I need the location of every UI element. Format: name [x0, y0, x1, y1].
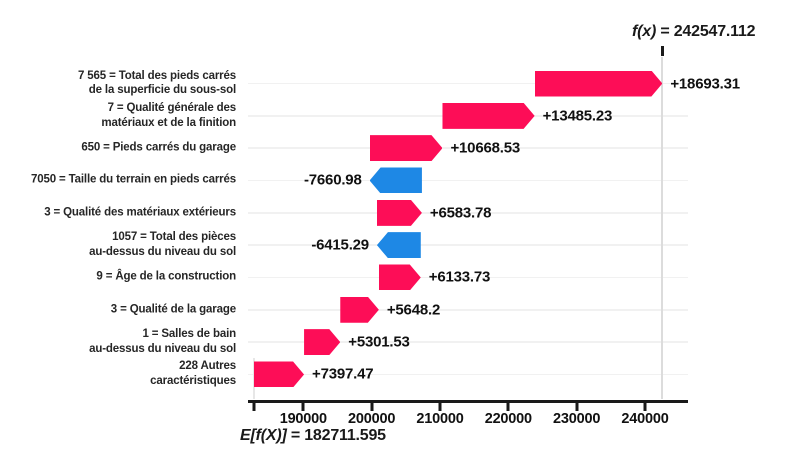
- shap-bar: [254, 361, 305, 387]
- row-gridline: [248, 341, 688, 343]
- feature-label-line: 1057 = Total des pièces: [112, 231, 236, 244]
- shap-bar: [304, 329, 340, 355]
- feature-label-line: 650 = Pieds carrés du garage: [81, 141, 236, 154]
- fx-value-label: f(x) = 242547.112: [632, 23, 756, 41]
- x-tick-base: [252, 403, 255, 411]
- shap-bar: [379, 264, 421, 290]
- feature-label: 9 = Âge de la construction: [0, 270, 236, 285]
- row-gridline: [248, 212, 688, 214]
- row-gridline: [248, 373, 688, 376]
- feature-label-line: 7050 = Taille du terrain en pieds carrés: [30, 174, 236, 187]
- row-gridline: [248, 309, 688, 311]
- x-tick: [575, 403, 579, 411]
- feature-label-line: 3 = Qualité de la garage: [110, 303, 236, 316]
- feature-label: 650 = Pieds carrés du garage: [0, 141, 236, 156]
- feature-label: 1 = Salles de bain au-dessus du niveau du…: [0, 327, 236, 357]
- x-tick-label: 210000: [416, 411, 464, 427]
- expected-value-label: E[f(X)] = 182711.595: [240, 427, 386, 445]
- shap-value-label: +7397.47: [312, 365, 374, 383]
- shap-bar: [377, 200, 422, 226]
- x-axis: [248, 400, 688, 403]
- feature-label: 7 = Qualité générale des matériaux et de …: [0, 101, 236, 131]
- x-tick: [506, 403, 510, 411]
- expected-label-value: = 182711.595: [286, 427, 386, 444]
- row-gridline: [248, 179, 688, 182]
- row-gridline: [248, 147, 688, 149]
- fx-label-prefix: f(x): [632, 23, 657, 40]
- feature-label: 7050 = Taille du terrain en pieds carrés: [0, 173, 236, 188]
- x-tick-label: 240000: [621, 411, 669, 427]
- x-tick: [438, 403, 442, 411]
- x-tick-label: 230000: [553, 411, 601, 427]
- x-tick: [370, 403, 374, 411]
- shap-value-label: -6415.29: [311, 236, 369, 254]
- shap-value-label: +5301.53: [348, 333, 410, 351]
- fx-label-value: = 242547.112: [656, 23, 756, 40]
- shap-value-label: -7660.98: [303, 171, 362, 189]
- x-tick-label: 190000: [279, 411, 327, 427]
- feature-label: 1057 = Total des pièces au-dessus du nive…: [0, 230, 236, 260]
- feature-label-line: 1 = Salles de bain: [142, 328, 236, 341]
- feature-label-line: 228 Autres: [179, 360, 236, 373]
- shap-value-label: +6583.78: [429, 204, 492, 222]
- shap-value-label: +13485.23: [542, 107, 613, 125]
- shap-value-label: +6133.73: [428, 268, 491, 286]
- shap-bar: [376, 232, 421, 259]
- row-gridline: [248, 276, 688, 279]
- row-gridline: [248, 82, 688, 85]
- feature-label: 7 565 = Total des pieds carrés de la supe…: [0, 69, 236, 99]
- x-tick: [301, 403, 305, 411]
- feature-label-line: 7 = Qualité générale des: [107, 102, 237, 115]
- feature-label-line: 9 = Âge de la construction: [96, 271, 236, 284]
- feature-label-line: au-dessus du niveau du sol: [89, 246, 236, 259]
- feature-label-line: de la superficie du sous-sol: [88, 84, 236, 97]
- feature-label-line: 3 = Qualité des matériaux extérieurs: [44, 206, 236, 219]
- feature-label: 3 = Qualité des matériaux extérieurs: [0, 205, 236, 220]
- row-gridline: [248, 244, 688, 246]
- shap-value-label: +5648.2: [386, 301, 441, 319]
- feature-label-line: 7 565 = Total des pieds carrés: [78, 69, 236, 82]
- shap-bar: [370, 135, 443, 161]
- shap-bar: [340, 297, 379, 323]
- shap-bar: [369, 167, 422, 194]
- x-tick-label: 220000: [484, 411, 532, 427]
- feature-label-line: au-dessus du niveau du sol: [89, 343, 236, 356]
- shap-bar: [535, 71, 663, 97]
- shap-value-label: +18693.31: [670, 75, 740, 92]
- feature-label: 3 = Qualité de la garage: [0, 302, 236, 317]
- shap-value-label: +10668.53: [450, 139, 521, 157]
- x-tick-label: 200000: [348, 411, 396, 427]
- fx-value-line: [661, 57, 664, 399]
- feature-label: 228 Autres caractéristiques: [0, 360, 236, 390]
- feature-label-line: caractéristiques: [150, 375, 236, 388]
- feature-label-line: matériaux et de la finition: [101, 116, 236, 129]
- fx-tick-mark: [660, 46, 664, 56]
- expected-label-prefix: E[f(X)]: [240, 427, 287, 444]
- shap-bar: [442, 103, 534, 129]
- x-tick: [643, 403, 647, 411]
